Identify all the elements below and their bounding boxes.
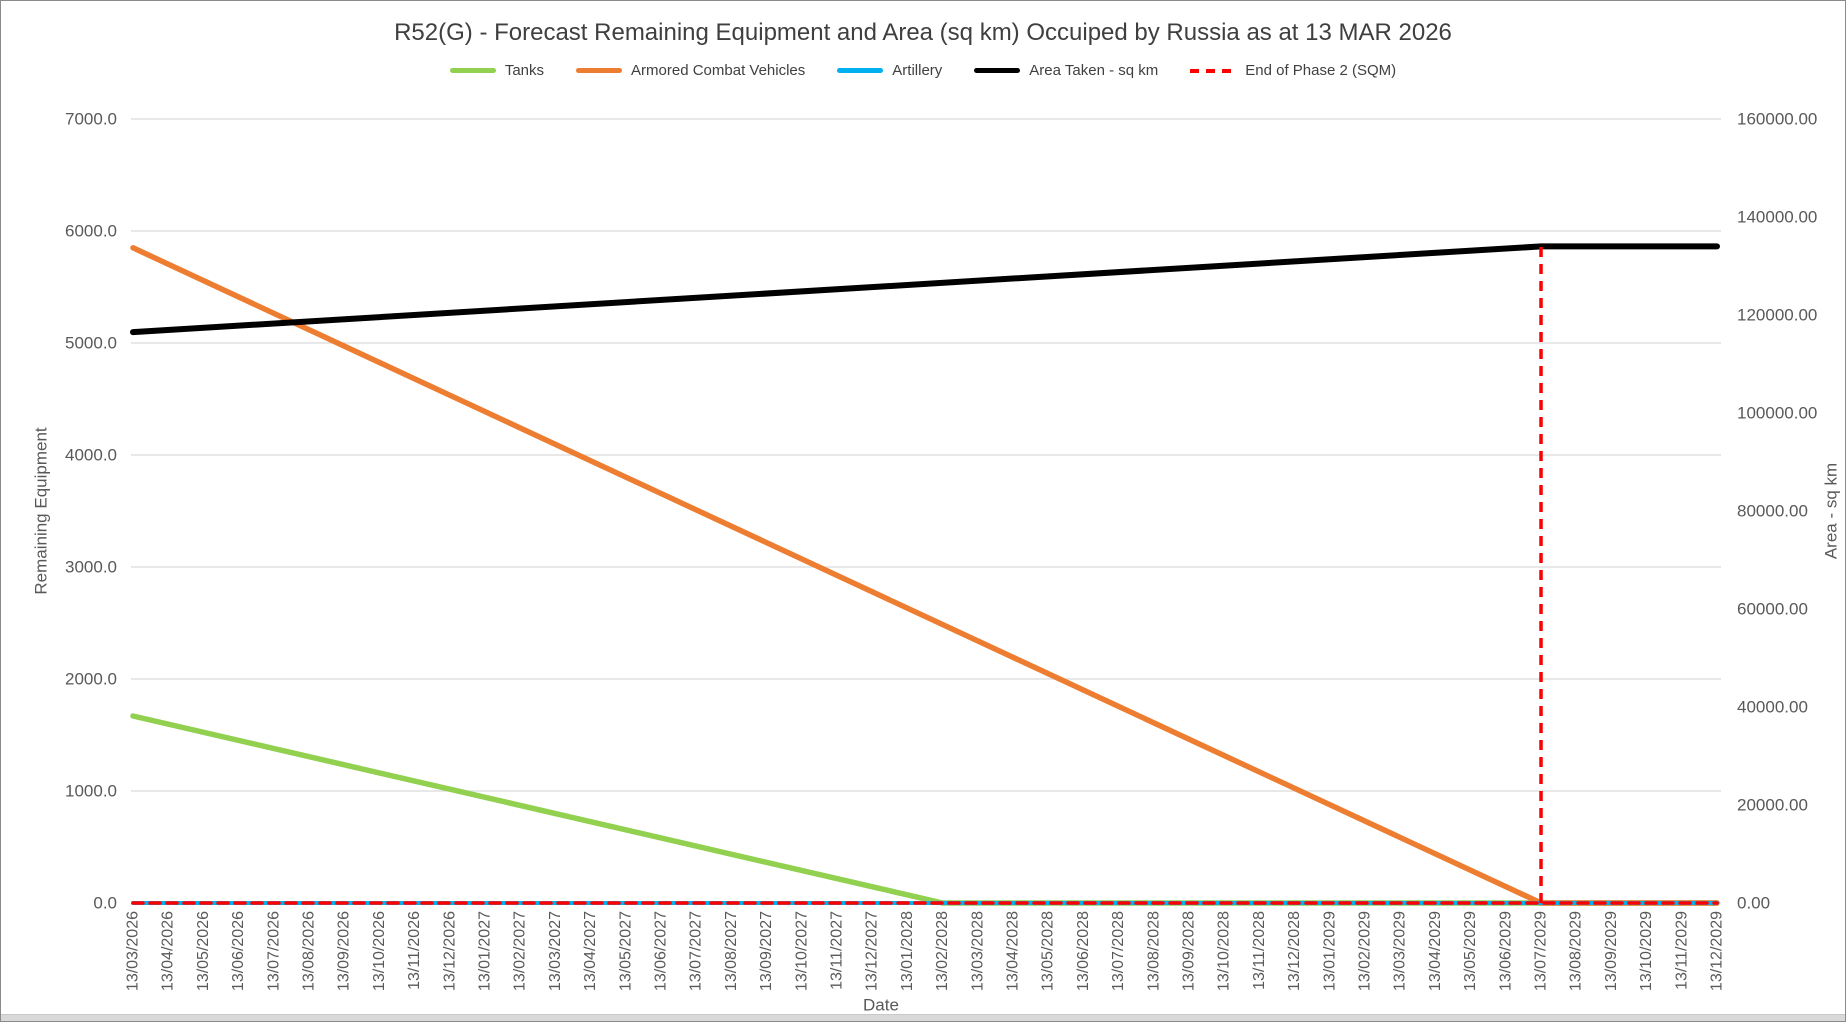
x-tick-label: 13/11/2028 [1251, 911, 1268, 990]
x-tick-label: 13/11/2029 [1673, 911, 1690, 990]
x-tick-label: 13/02/2029 [1357, 911, 1374, 991]
legend-swatch-tanks [449, 68, 496, 73]
y-left-tick-label: 5000.0 [65, 334, 117, 353]
y-right-tick-label: 80000.00 [1737, 502, 1808, 521]
x-tick-label: 13/09/2026 [336, 911, 353, 991]
x-tick-label: 13/10/2026 [371, 911, 388, 991]
x-tick-label: 13/05/2029 [1462, 911, 1479, 991]
y-right-tick-label: 60000.00 [1737, 600, 1808, 619]
y-right-tick-label: 160000.00 [1737, 110, 1817, 129]
x-tick-label: 13/09/2028 [1181, 911, 1198, 991]
y-left-tick-label: 0.0 [93, 894, 117, 913]
x-tick-label: 13/09/2027 [758, 911, 775, 991]
x-tick-label: 13/12/2027 [864, 911, 881, 991]
x-tick-label: 13/08/2028 [1145, 911, 1162, 991]
x-tick-label: 13/10/2027 [793, 911, 810, 991]
legend-swatch-end-of-phase-2-sqm [1190, 68, 1237, 73]
y-left-tick-label: 3000.0 [65, 558, 117, 577]
y-right-tick-label: 140000.00 [1737, 208, 1817, 227]
x-tick-label: 13/08/2029 [1568, 911, 1585, 991]
x-tick-label: 13/03/2029 [1392, 911, 1409, 991]
window-bottom-strip [1, 1014, 1845, 1021]
x-tick-label: 13/09/2029 [1603, 911, 1620, 991]
x-tick-label: 13/07/2027 [688, 911, 705, 991]
chart-legend: Tanks Armored Combat Vehicles Artillery Are… [1, 62, 1845, 79]
y-right-tick-label: 100000.00 [1737, 404, 1817, 423]
x-tick-label: 13/06/2029 [1497, 911, 1514, 991]
y-left-axis-title: Remaining Equipment [32, 427, 51, 595]
legend-label-area-taken-sq-km: Area Taken - sq km [1029, 62, 1159, 79]
legend-swatch-artillery [837, 68, 884, 73]
y-left-tick-label: 4000.0 [65, 446, 117, 465]
x-tick-label: 13/04/2028 [1005, 911, 1022, 991]
x-tick-label: 13/02/2027 [512, 911, 529, 991]
x-tick-label: 13/08/2027 [723, 911, 740, 991]
x-tick-label: 13/07/2029 [1533, 911, 1550, 991]
series-line-armored-combat-vehicles[interactable] [130, 245, 1720, 906]
y-right-axis-title: Area - sq km [1822, 463, 1841, 559]
legend-item-artillery[interactable]: Artillery [837, 62, 942, 79]
legend-swatch-armored-combat-vehicles [576, 68, 623, 73]
x-tick-label: 13/04/2029 [1427, 911, 1444, 991]
x-tick-label: 13/02/2028 [934, 911, 951, 991]
x-tick-label: 13/12/2028 [1286, 911, 1303, 991]
legend-swatch-area-taken-sq-km [974, 68, 1021, 73]
chart-title: R52(G) - Forecast Remaining Equipment an… [394, 19, 1452, 46]
x-axis-title: Date [863, 996, 899, 1015]
x-tick-label: 13/03/2026 [125, 911, 142, 991]
legend-item-armored-combat-vehicles[interactable]: Armored Combat Vehicles [576, 62, 805, 79]
legend-label-end-of-phase-2-sqm: End of Phase 2 (SQM) [1245, 62, 1397, 79]
y-left-tick-label: 2000.0 [65, 670, 117, 689]
y-left-tick-label: 7000.0 [65, 110, 117, 129]
y-left-tick-label: 1000.0 [65, 782, 117, 801]
x-tick-label: 13/11/2026 [406, 911, 423, 990]
x-tick-label: 13/03/2028 [969, 911, 986, 991]
x-tick-label: 13/06/2027 [653, 911, 670, 991]
x-tick-label: 13/05/2026 [195, 911, 212, 991]
x-tick-label: 13/08/2026 [301, 911, 318, 991]
x-tick-label: 13/01/2029 [1321, 911, 1338, 991]
x-tick-label: 13/06/2026 [230, 911, 247, 991]
x-tick-label: 13/11/2027 [829, 911, 846, 990]
legend-label-artillery: Artillery [892, 62, 943, 79]
y-right-tick-label: 20000.00 [1737, 796, 1808, 815]
x-tick-label: 13/01/2027 [477, 911, 494, 991]
x-tick-label: 13/10/2029 [1638, 911, 1655, 991]
legend-label-armored-combat-vehicles: Armored Combat Vehicles [631, 62, 806, 79]
legend-label-tanks: Tanks [504, 62, 545, 79]
legend-item-tanks[interactable]: Tanks [449, 62, 545, 79]
x-tick-label: 13/07/2028 [1110, 911, 1127, 991]
y-left-tick-label: 6000.0 [65, 222, 117, 241]
series-line-area-taken-sq-km[interactable] [130, 243, 1720, 336]
x-tick-label: 13/05/2028 [1040, 911, 1057, 991]
y-right-tick-label: 0.00 [1737, 894, 1770, 913]
x-tick-label: 13/01/2028 [899, 911, 916, 991]
x-tick-label: 13/05/2027 [617, 911, 634, 991]
y-right-tick-label: 40000.00 [1737, 698, 1808, 717]
x-tick-label: 13/03/2027 [547, 911, 564, 991]
x-tick-label: 13/07/2026 [265, 911, 282, 991]
y-right-tick-label: 120000.00 [1737, 306, 1817, 325]
legend-item-area-taken-sq-km[interactable]: Area Taken - sq km [974, 62, 1158, 79]
x-tick-label: 13/04/2027 [582, 911, 599, 991]
x-tick-label: 13/10/2028 [1216, 911, 1233, 991]
x-tick-label: 13/04/2026 [160, 911, 177, 991]
x-tick-label: 13/12/2029 [1709, 911, 1726, 991]
legend-item-end-of-phase-2-sqm[interactable]: End of Phase 2 (SQM) [1190, 62, 1396, 79]
x-tick-label: 13/12/2026 [441, 911, 458, 991]
x-tick-label: 13/06/2028 [1075, 911, 1092, 991]
